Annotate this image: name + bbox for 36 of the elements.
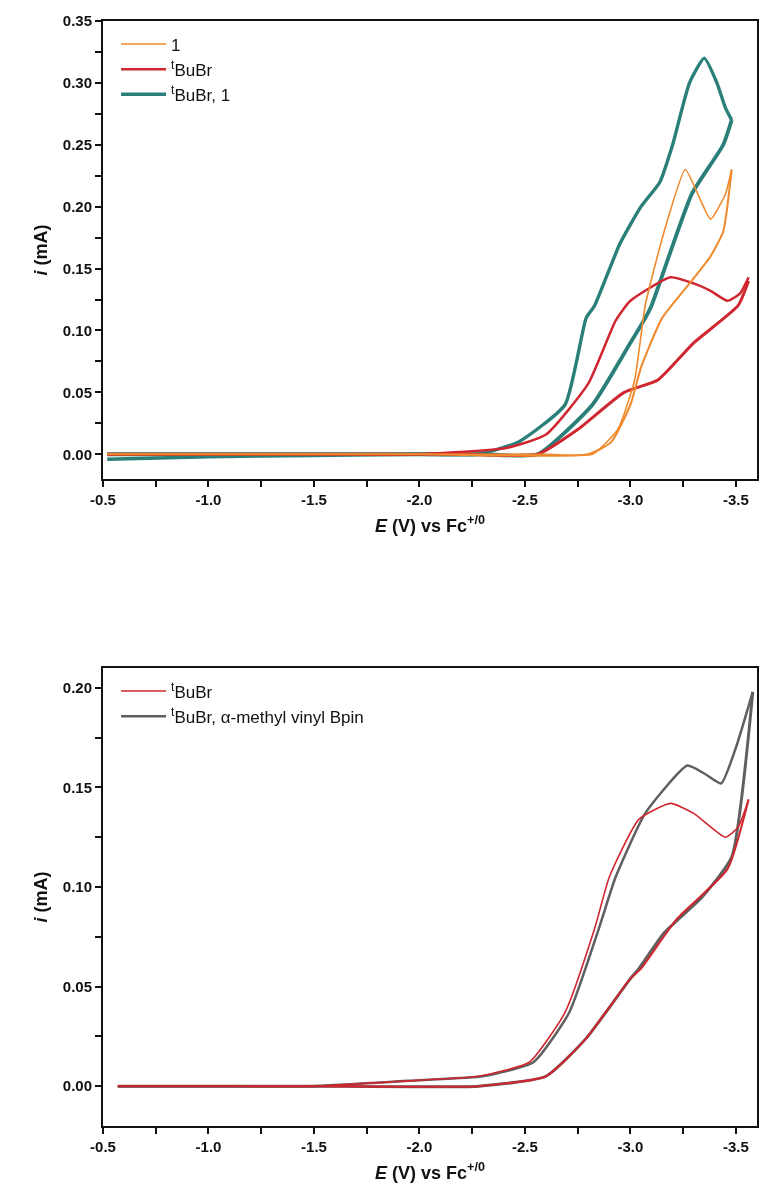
x-tick-label: -1.0 bbox=[195, 491, 222, 509]
x-axis-title: E (V) vs Fc$^{+/0}$ bbox=[375, 513, 485, 536]
x-tick-label: -0.5 bbox=[90, 491, 116, 509]
y-axis-title: i (mA) bbox=[31, 224, 52, 276]
x-tick-label: -2.0 bbox=[406, 491, 433, 509]
y-tick-label: 0.30 bbox=[62, 74, 92, 92]
y-tick-label: 0.35 bbox=[62, 12, 92, 30]
x-tick-label: -1.0 bbox=[195, 1138, 222, 1155]
y-tick-label: 0.15 bbox=[62, 259, 92, 277]
y-tick-label: 0.05 bbox=[62, 383, 92, 401]
legend-label: $^{t}$BuBr bbox=[171, 57, 213, 80]
y-tick-label: 0.00 bbox=[62, 1077, 92, 1095]
y-axis-title: i (mA) bbox=[31, 871, 52, 923]
x-tick-label: -2.0 bbox=[406, 1138, 433, 1155]
x-axis-title: E (V) vs Fc$^{+/0}$ bbox=[375, 1160, 485, 1183]
x-tick-label: -2.5 bbox=[512, 1138, 538, 1155]
x-tick-label: -3.5 bbox=[722, 491, 749, 509]
x-tick-label: -1.5 bbox=[301, 1138, 327, 1155]
text: 1 bbox=[171, 35, 181, 55]
legend-label: $^{t}$BuBr, 1 bbox=[171, 82, 231, 105]
x-tick-label: -3.5 bbox=[722, 1138, 749, 1155]
y-tick-label: 0.20 bbox=[62, 679, 92, 697]
y-tick-label: 0.00 bbox=[62, 445, 92, 463]
y-tick-label: 0.10 bbox=[62, 321, 92, 339]
y-tick-label: 0.10 bbox=[62, 878, 92, 896]
x-tick-label: -0.5 bbox=[90, 1138, 116, 1155]
legend-label: $^{t}$BuBr, α-methyl vinyl Bpin bbox=[171, 704, 364, 727]
legend-label: $^{t}$BuBr bbox=[171, 679, 213, 702]
y-tick-label: 0.15 bbox=[62, 778, 92, 796]
y-tick-label: 0.20 bbox=[62, 197, 92, 215]
y-tick-label: 0.05 bbox=[62, 977, 92, 995]
y-tick-label: 0.25 bbox=[62, 136, 92, 154]
x-tick-label: -3.0 bbox=[617, 491, 644, 509]
x-tick-label: -1.5 bbox=[301, 491, 327, 509]
x-tick-label: -2.5 bbox=[512, 491, 538, 509]
x-tick-label: -3.0 bbox=[617, 1138, 644, 1155]
